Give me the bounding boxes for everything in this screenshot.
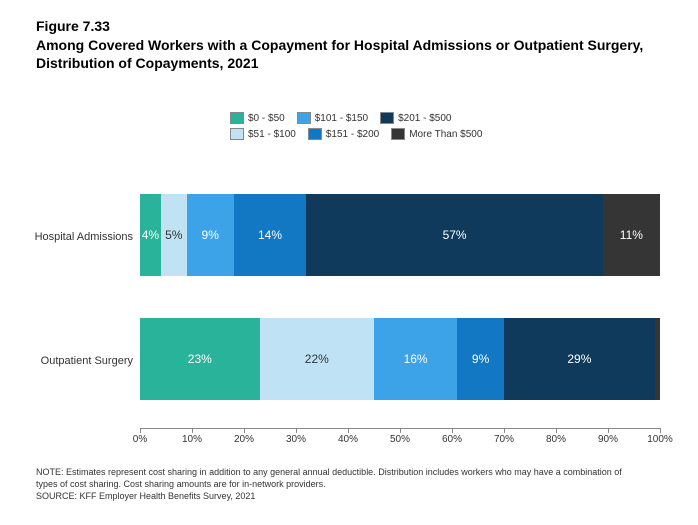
- bar-segment: 9%: [187, 194, 234, 276]
- x-tick-mark: [608, 428, 609, 433]
- x-tick-label: 60%: [442, 434, 462, 445]
- legend-swatch: [297, 112, 311, 124]
- legend-label: $51 - $100: [248, 129, 296, 140]
- legend-item: More Than $500: [391, 128, 482, 140]
- legend-item: $151 - $200: [308, 128, 379, 140]
- legend-label: $151 - $200: [326, 129, 379, 140]
- legend-label: More Than $500: [409, 129, 482, 140]
- x-tick-label: 80%: [546, 434, 566, 445]
- x-tick-mark: [348, 428, 349, 433]
- bar-segment: 22%: [260, 318, 374, 400]
- note-line-2: types of cost sharing. Cost sharing amou…: [36, 479, 326, 491]
- x-tick-label: 30%: [286, 434, 306, 445]
- x-tick-label: 100%: [647, 434, 673, 445]
- legend-swatch: [380, 112, 394, 124]
- bar-segment: 16%: [374, 318, 457, 400]
- legend-swatch: [230, 112, 244, 124]
- plot-area: 4%5%9%14%57%11% 23%22%16%9%29%: [140, 166, 660, 428]
- bar-outpatient-surgery: 23%22%16%9%29%: [140, 318, 660, 400]
- legend: $0 - $50 $101 - $150 $201 - $500 $51 - $…: [230, 112, 482, 140]
- legend-label: $0 - $50: [248, 113, 285, 124]
- legend-label: $201 - $500: [398, 113, 451, 124]
- bar-segment: 4%: [140, 194, 161, 276]
- x-tick-mark: [452, 428, 453, 433]
- x-tick-label: 70%: [494, 434, 514, 445]
- bar-segment: [655, 318, 660, 400]
- x-tick-label: 0%: [133, 434, 147, 445]
- bar-segment: 9%: [457, 318, 504, 400]
- x-tick-mark: [192, 428, 193, 433]
- legend-swatch: [230, 128, 244, 140]
- legend-item: $201 - $500: [380, 112, 451, 124]
- y-axis-label: Outpatient Surgery: [41, 355, 133, 367]
- legend-swatch: [308, 128, 322, 140]
- figure-label: Figure 7.33: [36, 18, 110, 34]
- x-tick-label: 10%: [182, 434, 202, 445]
- x-tick-label: 40%: [338, 434, 358, 445]
- bar-segment: 5%: [161, 194, 187, 276]
- x-tick-mark: [504, 428, 505, 433]
- bar-segment: 14%: [234, 194, 307, 276]
- title-line-1: Among Covered Workers with a Copayment f…: [36, 37, 643, 53]
- bar-segment: 23%: [140, 318, 260, 400]
- bar-segment: 11%: [603, 194, 660, 276]
- x-tick-label: 20%: [234, 434, 254, 445]
- x-tick-mark: [400, 428, 401, 433]
- x-tick-mark: [660, 428, 661, 433]
- x-tick-mark: [140, 428, 141, 433]
- legend-label: $101 - $150: [315, 113, 368, 124]
- title-line-2: Distribution of Copayments, 2021: [36, 55, 258, 71]
- legend-swatch: [391, 128, 405, 140]
- x-tick-label: 50%: [390, 434, 410, 445]
- legend-item: $101 - $150: [297, 112, 368, 124]
- bar-segment: 29%: [504, 318, 655, 400]
- legend-item: $51 - $100: [230, 128, 296, 140]
- x-tick-mark: [556, 428, 557, 433]
- x-tick-mark: [244, 428, 245, 433]
- bar-segment: 57%: [306, 194, 602, 276]
- legend-item: $0 - $50: [230, 112, 285, 124]
- bar-hospital-admissions: 4%5%9%14%57%11%: [140, 194, 660, 276]
- note-line-1: NOTE: Estimates represent cost sharing i…: [36, 467, 622, 479]
- source-line: SOURCE: KFF Employer Health Benefits Sur…: [36, 491, 255, 503]
- x-tick-mark: [296, 428, 297, 433]
- y-axis-label: Hospital Admissions: [35, 231, 133, 243]
- x-tick-label: 90%: [598, 434, 618, 445]
